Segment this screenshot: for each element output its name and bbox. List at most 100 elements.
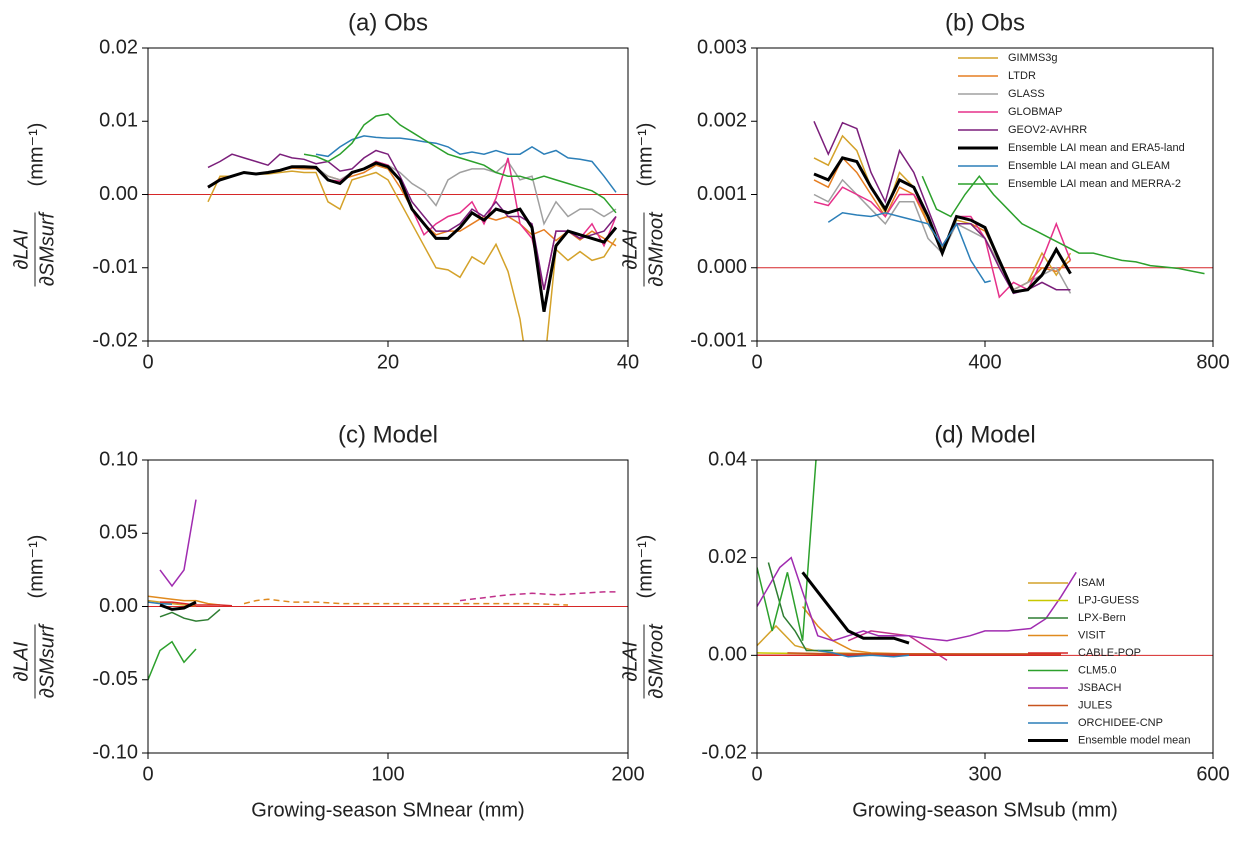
y-tick-label: -0.001: [690, 329, 747, 351]
y-tick-label: 0.04: [708, 448, 747, 470]
plot-frame: [147, 459, 629, 754]
chart-title: (b) Obs: [945, 9, 1025, 36]
series-line: [813, 156, 1072, 294]
x-axis-label: Growing-season SMsub (mm): [852, 799, 1118, 821]
y-axis-label: ∂LAI ∂SMroot (mm⁻¹): [619, 123, 667, 287]
plot-frame: [756, 459, 1214, 754]
legend-label: GEOV2-AVHRR: [1008, 124, 1087, 136]
series-line: [817, 649, 910, 658]
y-tick-label: 0.10: [99, 448, 138, 470]
y-tick-label: -0.05: [92, 668, 138, 690]
legend-label: CLM5.0: [1078, 664, 1117, 676]
series-line: [207, 149, 617, 290]
y-tick-label: -0.01: [92, 256, 138, 278]
y-label-unit: (mm⁻¹): [25, 123, 47, 187]
plot-frame: [147, 47, 629, 342]
y-tick-label: 0.001: [697, 183, 747, 205]
x-tick-label: 600: [1196, 763, 1229, 785]
legend-label: LTDR: [1008, 70, 1036, 82]
y-tick-label: 0.01: [99, 110, 138, 132]
legend-label: CABLE-POP: [1078, 647, 1141, 659]
y-label-denominator: ∂SMroot: [645, 211, 667, 287]
y-tick-label: 0.00: [99, 183, 138, 205]
y-label-denominator: ∂SMsurf: [36, 622, 58, 698]
series-line: [757, 460, 817, 641]
series-line: [159, 499, 197, 588]
series-line: [315, 135, 617, 193]
plot-lines: [207, 113, 618, 341]
series-line: [921, 174, 1205, 275]
y-tick-label: 0.000: [697, 256, 747, 278]
x-tick-label: 800: [1196, 351, 1229, 373]
series-line: [802, 606, 1061, 656]
series-line: [159, 600, 197, 611]
x-axis-label: Growing-season SMnear (mm): [251, 799, 524, 821]
legend-label: LPJ-GUESS: [1078, 594, 1139, 606]
legend-label: GLASS: [1008, 88, 1045, 100]
legend: GIMMS3g LTDR GLASS GLOBMAP GEOV2-AVHRR Ensemb…: [958, 52, 1185, 190]
y-label-unit: (mm⁻¹): [634, 123, 656, 187]
plot-frame: [756, 47, 1214, 342]
series-line: [303, 113, 617, 214]
plot-lines: [148, 499, 616, 681]
x-tick-label: 0: [142, 351, 153, 373]
x-tick-label: 0: [751, 351, 762, 373]
series-line: [813, 178, 1072, 294]
legend-label: Ensemble LAI mean and GLEAM: [1008, 160, 1170, 172]
y-label-unit: (mm⁻¹): [634, 535, 656, 599]
y-label-numerator: ∂LAI: [619, 229, 641, 269]
x-tick-label: 200: [611, 763, 644, 785]
x-tick-label: 40: [617, 351, 639, 373]
y-axis-label: ∂LAI ∂SMroot (mm⁻¹): [619, 535, 667, 699]
y-label-numerator: ∂LAI: [10, 229, 32, 269]
series-line: [159, 608, 221, 622]
plot-lines: [757, 460, 1077, 661]
legend-label: Ensemble LAI mean and ERA5-land: [1008, 142, 1185, 154]
x-tick-label: 20: [377, 351, 399, 373]
series-line: [207, 170, 617, 341]
y-label-numerator: ∂LAI: [10, 641, 32, 681]
y-tick-label: 0.00: [99, 595, 138, 617]
legend-label: JULES: [1078, 699, 1112, 711]
x-tick-label: 0: [751, 763, 762, 785]
y-tick-label: -0.02: [701, 741, 747, 763]
legend-label: LPX-Bern: [1078, 612, 1126, 624]
y-tick-label: 0.003: [697, 36, 747, 58]
legend-label: VISIT: [1078, 629, 1106, 641]
legend-label: ISAM: [1078, 577, 1105, 589]
y-tick-label: -0.10: [92, 741, 138, 763]
y-label-numerator: ∂LAI: [619, 641, 641, 681]
legend: ISAM LPJ-GUESS LPX-Bern VISIT CABLE-POP CLM5.…: [1028, 577, 1191, 746]
y-axis-label: ∂LAI ∂SMsurf (mm⁻¹): [10, 123, 58, 287]
legend-label: GIMMS3g: [1008, 52, 1058, 64]
series-line: [207, 161, 618, 312]
y-tick-label: 0.002: [697, 110, 747, 132]
y-tick-label: 0.00: [708, 644, 747, 666]
series-line: [801, 571, 910, 645]
legend-label: Ensemble LAI mean and MERRA-2: [1008, 178, 1181, 190]
series-line: [813, 186, 1072, 299]
legend-label: ORCHIDEE-CNP: [1078, 717, 1163, 729]
x-tick-label: 0: [142, 763, 153, 785]
y-label-unit: (mm⁻¹): [25, 535, 47, 599]
series-line: [827, 212, 991, 284]
legend-label: GLOBMAP: [1008, 106, 1062, 118]
y-tick-label: 0.05: [99, 522, 138, 544]
x-tick-label: 400: [968, 351, 1001, 373]
series-line: [160, 601, 233, 607]
series-line: [148, 595, 221, 606]
y-label-denominator: ∂SMsurf: [36, 210, 58, 286]
y-tick-label: 0.02: [99, 36, 138, 58]
chart-title: (c) Model: [338, 421, 438, 448]
y-tick-label: 0.02: [708, 546, 747, 568]
dashed-line: [243, 598, 569, 606]
x-tick-label: 100: [371, 763, 404, 785]
legend-label: Ensemble model mean: [1078, 734, 1191, 746]
y-tick-label: -0.02: [92, 329, 138, 351]
y-label-denominator: ∂SMroot: [645, 623, 667, 699]
series-line: [757, 556, 1077, 642]
chart-title: (a) Obs: [348, 9, 428, 36]
legend-label: JSBACH: [1078, 682, 1121, 694]
